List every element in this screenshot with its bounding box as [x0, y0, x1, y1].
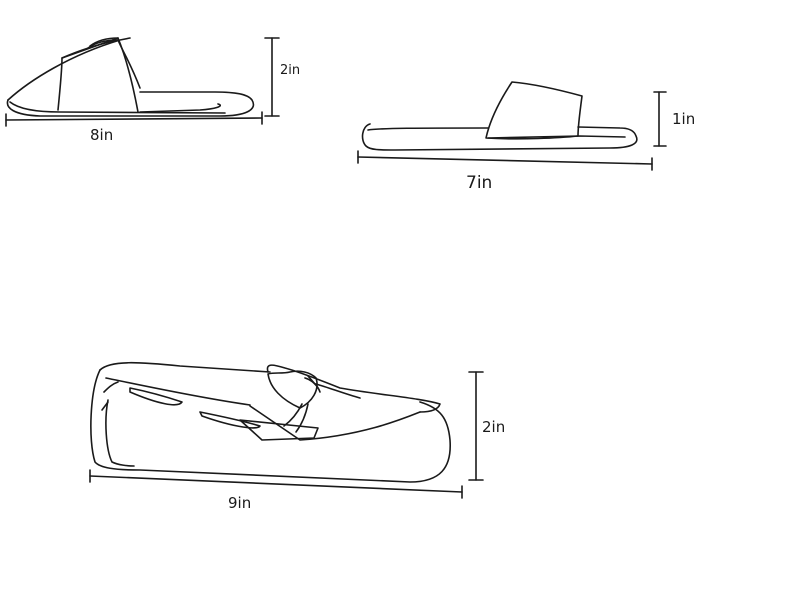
slipper-length-dimension [5, 111, 263, 127]
slipper-length-label: 8in [90, 126, 113, 144]
moccasin-height-label: 2in [482, 418, 505, 436]
moccasin-length-label: 9in [228, 494, 251, 512]
moccasin-height-dimension [468, 371, 484, 481]
moccasin-drawing: 9in 2in [89, 361, 505, 512]
slide-sandal-height-label: 1in [672, 110, 695, 128]
slide-sandal-outline [361, 81, 638, 151]
slipper-height-dimension [264, 37, 280, 117]
moccasin-outline [90, 361, 451, 483]
slipper-outline [6, 37, 255, 117]
slide-sandal-length-label: 7in [466, 173, 492, 193]
slide-sandal-drawing: 7in 1in [357, 81, 695, 193]
slide-sandal-height-dimension [653, 91, 667, 147]
moccasin-length-dimension [89, 469, 463, 499]
slipper-drawing: 8in 2in [5, 37, 300, 144]
slide-sandal-length-dimension [357, 150, 653, 171]
slipper-height-label: 2in [280, 63, 300, 78]
